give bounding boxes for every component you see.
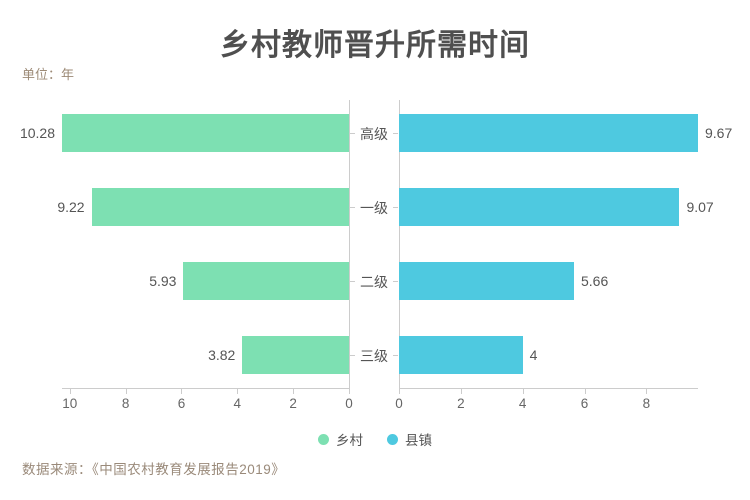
category-tick-left — [350, 207, 355, 208]
left-axis-tick-label: 6 — [177, 396, 186, 411]
category-tick-left — [350, 281, 355, 282]
category-label: 二级 — [360, 274, 388, 290]
bar-rural — [242, 336, 349, 374]
right-axis-tick-label: 4 — [518, 396, 527, 411]
left-axis-tick-label: 2 — [289, 396, 297, 411]
value-label-county: 5.66 — [581, 273, 609, 289]
bar-county — [399, 262, 574, 300]
legend-label-rural: 乡村 — [336, 433, 363, 448]
right-axis-tick — [522, 388, 524, 394]
category-tick-left — [350, 133, 355, 134]
left-axis-tick — [349, 388, 350, 394]
right-axis-tick — [584, 388, 586, 394]
legend-label-county: 县镇 — [405, 433, 432, 448]
value-label-rural: 5.93 — [149, 273, 177, 289]
right-axis-tick — [399, 388, 400, 394]
legend-item-county[interactable]: 县镇 — [387, 429, 432, 449]
right-axis-line — [399, 100, 400, 388]
left-axis-baseline — [62, 388, 350, 389]
category-tick-right — [393, 281, 398, 282]
bar-rural — [62, 114, 349, 152]
left-axis-tick-label: 0 — [345, 396, 353, 411]
left-axis-tick — [181, 388, 183, 394]
value-label-county: 9.67 — [705, 125, 733, 141]
right-axis-tick — [646, 388, 648, 394]
legend-item-rural[interactable]: 乡村 — [318, 429, 363, 449]
bar-county — [399, 114, 698, 152]
legend-swatch-county — [387, 433, 398, 445]
category-tick-right — [393, 355, 398, 356]
bar-rural — [183, 262, 349, 300]
value-label-county: 4 — [529, 347, 538, 363]
left-axis-tick — [237, 388, 239, 394]
legend: 乡村 县镇 — [0, 429, 750, 449]
unit-label: 单位：年 — [22, 67, 75, 82]
value-label-rural: 3.82 — [208, 347, 236, 363]
right-axis-tick-label: 0 — [395, 396, 403, 411]
left-axis-tick — [125, 388, 127, 394]
chart-title: 乡村教师晋升所需时间 — [220, 29, 530, 62]
value-label-rural: 10.28 — [19, 125, 55, 141]
left-axis-tick — [293, 388, 295, 394]
right-axis-tick-label: 6 — [580, 396, 589, 411]
left-axis-tick — [69, 388, 71, 394]
right-axis-tick-label: 8 — [642, 396, 651, 411]
category-label: 一级 — [360, 200, 388, 216]
right-axis-tick — [460, 388, 462, 394]
diverging-bar-chart: 10 8 6 4 2 0 0 2 4 6 8 高级 10.28 9.67 一级 9.22 9.07 二级 5.93 5… — [0, 100, 750, 420]
category-tick-right — [393, 207, 398, 208]
data-source: 数据来源：《中国农村教育发展报告2019》 — [22, 462, 286, 477]
category-tick-left — [350, 355, 355, 356]
left-axis-tick-label: 10 — [62, 396, 78, 411]
category-label: 高级 — [360, 126, 388, 142]
right-axis-baseline — [399, 388, 698, 389]
category-label: 三级 — [360, 348, 388, 364]
bar-rural — [91, 188, 349, 226]
left-axis-line — [349, 100, 350, 388]
category-tick-right — [393, 133, 398, 134]
left-axis-tick-label: 4 — [233, 396, 242, 411]
right-axis-tick-label: 2 — [457, 396, 465, 411]
bar-county — [399, 336, 523, 374]
value-label-rural: 9.22 — [57, 199, 85, 215]
bar-county — [399, 188, 680, 226]
left-axis-tick-label: 8 — [121, 396, 130, 411]
legend-swatch-rural — [318, 433, 329, 445]
value-label-county: 9.07 — [686, 199, 714, 215]
